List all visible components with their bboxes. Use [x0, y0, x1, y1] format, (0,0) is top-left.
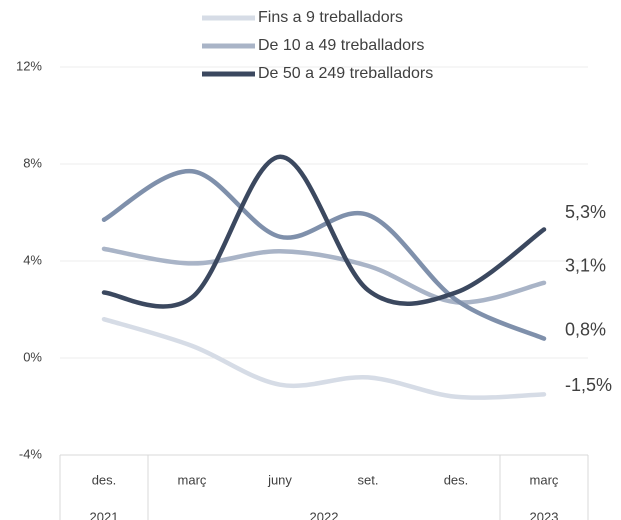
y-tick-label: 12% [16, 58, 42, 73]
legend-label: Fins a 9 treballadors [258, 9, 403, 26]
series-line [101, 316, 547, 400]
y-tick-label: 4% [23, 252, 42, 267]
x-tick-label: des. [444, 472, 469, 487]
x-group-label: 2023 [530, 509, 559, 520]
x-tick-label: des. [92, 472, 117, 487]
x-tick-label: març [178, 472, 207, 487]
value-label: 0,8% [565, 319, 606, 339]
x-group-label: 2022 [310, 509, 339, 520]
value-label: 3,1% [565, 256, 606, 276]
legend-label: De 10 a 49 treballadors [258, 37, 424, 54]
legend-label: De 50 a 249 treballadors [258, 65, 433, 82]
value-label: 5,3% [565, 202, 606, 222]
y-tick-label: 0% [23, 349, 42, 364]
series-line [101, 169, 547, 341]
x-tick-label: set. [358, 472, 379, 487]
y-tick-label: -4% [19, 446, 43, 461]
series-line [101, 246, 547, 305]
x-tick-label: març [530, 472, 559, 487]
y-tick-label: 8% [23, 155, 42, 170]
series-line [101, 154, 547, 309]
value-label: -1,5% [565, 375, 612, 395]
x-tick-label: juny [267, 472, 292, 487]
x-group-label: 2021 [90, 509, 119, 520]
